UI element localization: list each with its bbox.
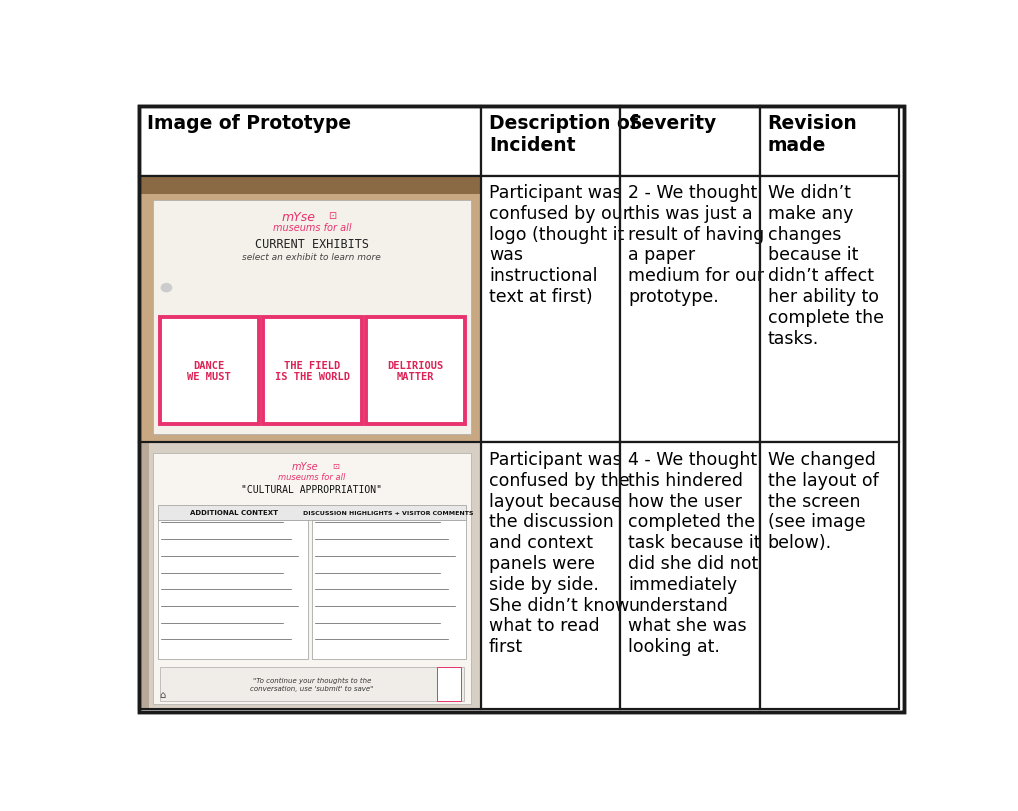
Bar: [759, 176, 899, 443]
Text: select an exhibit to learn more: select an exhibit to learn more: [242, 252, 381, 261]
Bar: [160, 667, 464, 702]
Text: museums for all: museums for all: [273, 223, 351, 233]
Bar: [139, 176, 482, 443]
Bar: [139, 176, 482, 443]
Bar: [437, 667, 460, 702]
Bar: [482, 176, 620, 443]
Bar: [620, 443, 759, 710]
Text: Severity: Severity: [628, 114, 717, 133]
Text: ADDITIONAL CONTEXT: ADDITIONAL CONTEXT: [190, 510, 278, 516]
Bar: [153, 453, 471, 704]
Bar: [759, 176, 899, 443]
Bar: [620, 443, 759, 710]
Bar: [139, 443, 482, 710]
Bar: [139, 176, 482, 443]
Text: ⊡: ⊡: [328, 211, 336, 221]
Bar: [482, 443, 620, 710]
Text: DISCUSSION HIGHLIGHTS + VISITOR COMMENTS: DISCUSSION HIGHLIGHTS + VISITOR COMMENTS: [302, 510, 473, 515]
Bar: [139, 443, 482, 710]
Text: Participant was
confused by the
layout because
the discussion
and context
panels: Participant was confused by the layout b…: [489, 450, 630, 655]
Text: DELIRIOUS
MATTER: DELIRIOUS MATTER: [388, 360, 444, 382]
Text: museums for all: museums for all: [278, 472, 345, 481]
Text: DANCE
WE MUST: DANCE WE MUST: [187, 360, 231, 382]
Bar: [482, 443, 620, 710]
Bar: [139, 107, 482, 176]
Text: 2 - We thought
this was just a
result of having
a paper
medium for our
prototype: 2 - We thought this was just a result of…: [628, 184, 765, 306]
Bar: [139, 176, 482, 195]
Bar: [759, 107, 899, 176]
Bar: [139, 443, 150, 710]
Bar: [482, 176, 620, 443]
Text: ⊡: ⊡: [332, 461, 339, 470]
Text: mYse: mYse: [281, 211, 316, 224]
Bar: [312, 520, 466, 659]
Text: CURRENT EXHIBITS: CURRENT EXHIBITS: [254, 238, 369, 251]
Bar: [366, 318, 465, 424]
Bar: [759, 107, 899, 176]
Bar: [139, 107, 482, 176]
Text: 4 - We thought
this hindered
how the user
completed the
task because it
did she : 4 - We thought this hindered how the use…: [628, 450, 760, 655]
Bar: [139, 443, 482, 710]
Text: Description of
Incident: Description of Incident: [489, 114, 638, 155]
Text: We changed
the layout of
the screen
(see image
below).: We changed the layout of the screen (see…: [768, 450, 879, 551]
Bar: [482, 107, 620, 176]
Bar: [620, 176, 759, 443]
Text: Image of Prototype: Image of Prototype: [147, 114, 351, 133]
Text: Revision
made: Revision made: [768, 114, 857, 155]
Text: We didn’t
make any
changes
because it
didn’t affect
her ability to
complete the
: We didn’t make any changes because it di…: [768, 184, 884, 347]
Text: THE FIELD
IS THE WORLD: THE FIELD IS THE WORLD: [275, 360, 350, 382]
Bar: [158, 520, 308, 659]
Bar: [482, 107, 620, 176]
Text: Participant was
confused by our
logo (thought it
was
instructional
text at first: Participant was confused by our logo (th…: [489, 184, 630, 306]
Text: mYse: mYse: [292, 461, 319, 471]
Bar: [759, 443, 899, 710]
Bar: [158, 505, 466, 520]
Circle shape: [161, 284, 172, 292]
Bar: [153, 200, 471, 435]
Bar: [759, 443, 899, 710]
Bar: [620, 176, 759, 443]
Bar: [263, 318, 362, 424]
Text: ⌂: ⌂: [160, 689, 166, 699]
Bar: [620, 107, 759, 176]
Text: "To continue your thoughts to the
conversation, use 'submit' to save": "To continue your thoughts to the conver…: [250, 677, 374, 691]
Bar: [160, 318, 259, 424]
Bar: [620, 107, 759, 176]
Text: "CULTURAL APPROPRIATION": "CULTURAL APPROPRIATION": [241, 484, 383, 494]
